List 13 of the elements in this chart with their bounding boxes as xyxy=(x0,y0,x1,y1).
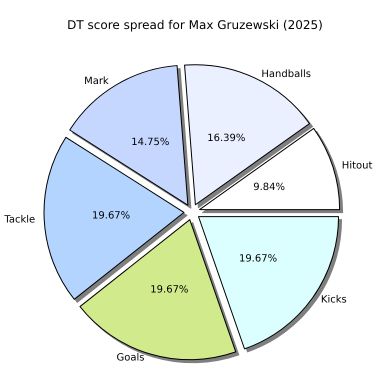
slice-label: Handballs xyxy=(261,68,311,80)
slice-label: Kicks xyxy=(320,294,347,306)
data-label: 14.75% xyxy=(131,137,170,148)
data-label: 19.67% xyxy=(92,210,130,222)
slice-label: Tackle xyxy=(3,214,36,226)
data-label: 16.39% xyxy=(207,133,246,144)
slice-label: Hitout xyxy=(342,160,372,172)
data-label: 19.67% xyxy=(150,284,188,296)
data-label: 19.67% xyxy=(238,253,278,264)
slice-label: Goals xyxy=(116,352,145,364)
slice-label: Mark xyxy=(84,76,109,88)
chart-title: DT score spread for Max Gruzewski (2025) xyxy=(67,18,323,32)
data-label: 9.84% xyxy=(253,182,286,193)
